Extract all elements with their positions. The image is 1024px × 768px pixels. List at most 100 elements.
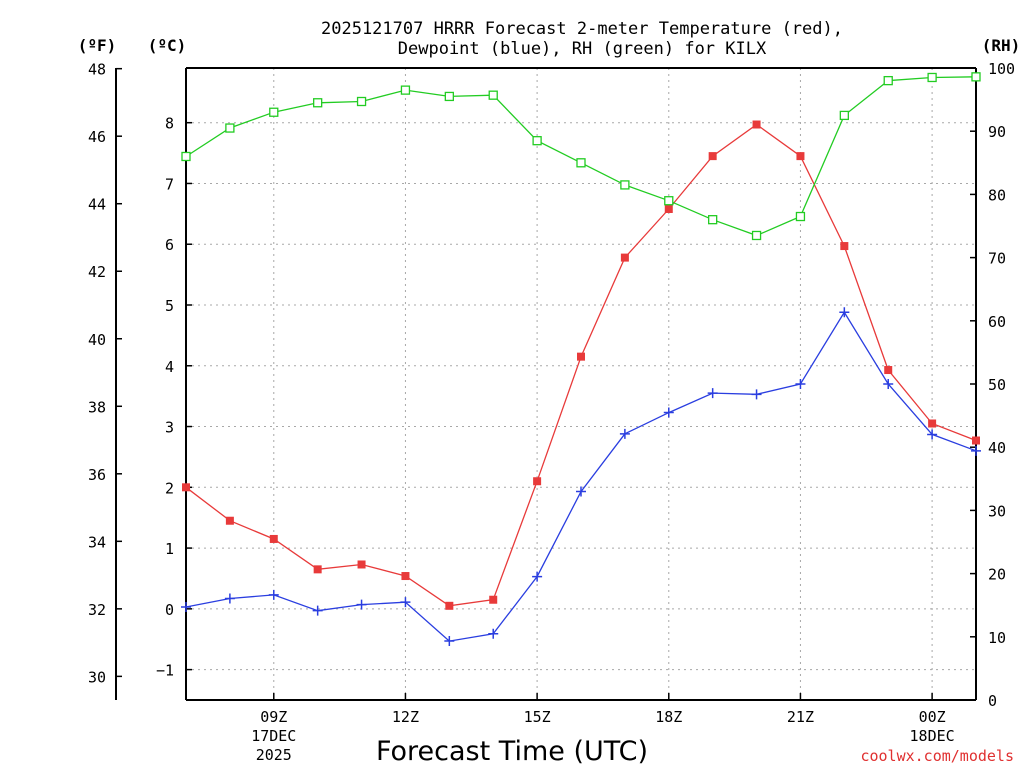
temperature-point: [752, 120, 761, 129]
rh-line: [185, 76, 977, 237]
dewpoint-point: [927, 429, 938, 440]
rh-point: [532, 136, 542, 146]
temperature-point: [445, 601, 454, 610]
rh-tick-label: 10: [988, 629, 1006, 647]
celsius-tick-label: 5: [165, 297, 174, 315]
rh-point: [313, 98, 323, 108]
dewpoint-point: [619, 428, 630, 439]
fahrenheit-tick-label: 40: [88, 331, 106, 349]
dewpoint-point: [268, 589, 279, 600]
fahrenheit-tick-label: 36: [88, 466, 106, 484]
rh-point: [488, 90, 498, 100]
rh-tick-label: 80: [988, 186, 1006, 204]
rh-tick-label: 90: [988, 123, 1006, 141]
dewpoint-point: [971, 445, 981, 456]
celsius-tick-label: 7: [165, 175, 174, 193]
celsius-tick-label: 8: [165, 115, 174, 133]
chart-title-line-2: Dewpoint (blue), RH (green) for KILX: [398, 39, 767, 59]
dewpoint-point: [312, 605, 323, 616]
dewpoint-point: [181, 602, 191, 613]
rh-point: [400, 85, 411, 95]
axes: 30323436384042444648−1012345678010203040…: [88, 60, 1015, 764]
x-tick-label: 12Z: [392, 708, 419, 726]
fahrenheit-tick-label: 46: [88, 128, 106, 146]
dewpoint-point: [576, 486, 586, 497]
x-tick-date-label: 17DEC: [251, 727, 296, 745]
rh-point: [620, 180, 630, 190]
rh-tick-label: 70: [988, 250, 1006, 268]
temperature-point: [928, 419, 937, 428]
temperature-point: [620, 253, 629, 262]
temperature-point: [489, 595, 498, 604]
dewpoint-point: [356, 599, 367, 610]
fahrenheit-unit-label: (ºF): [78, 36, 117, 55]
dewpoint-point: [444, 636, 455, 647]
celsius-tick-label: −1: [156, 662, 174, 680]
x-tick-label: 09Z: [260, 708, 287, 726]
temperature-point: [269, 534, 278, 543]
rh-point: [839, 110, 849, 121]
temperature-point: [313, 565, 322, 574]
x-axis-label: Forecast Time (UTC): [376, 736, 648, 767]
chart-title-line-1: 2025121707 HRRR Forecast 2-meter Tempera…: [321, 19, 843, 39]
temperature-point: [577, 352, 585, 361]
temperature-point: [533, 477, 542, 486]
rh-point: [751, 230, 762, 241]
celsius-tick-label: 2: [165, 479, 174, 497]
dewpoint-point: [839, 307, 850, 318]
dewpoint-point: [883, 379, 894, 389]
fahrenheit-tick-label: 42: [88, 263, 106, 281]
x-tick-label: 18Z: [655, 708, 682, 726]
rh-point: [225, 123, 235, 133]
fahrenheit-tick-label: 48: [88, 61, 106, 79]
x-tick-date-label: 18DEC: [910, 727, 955, 745]
rh-point: [664, 196, 674, 206]
rh-tick-label: 0: [988, 692, 997, 710]
temperature-point: [401, 572, 410, 581]
x-tick-label: 00Z: [919, 708, 946, 726]
celsius-tick-label: 1: [165, 540, 174, 558]
rh-tick-label: 40: [988, 439, 1006, 457]
rh-point: [181, 151, 191, 162]
dewpoint-point: [488, 628, 499, 639]
rh-point: [927, 72, 937, 83]
rh-tick-label: 60: [988, 313, 1006, 331]
temperature-point: [225, 516, 234, 525]
dewpoint-point: [663, 407, 674, 418]
x-tick-label: 15Z: [524, 708, 551, 726]
fahrenheit-tick-label: 34: [88, 533, 106, 551]
temperature-point: [884, 366, 893, 375]
rh-point: [576, 158, 586, 168]
rh-point: [795, 211, 806, 222]
fahrenheit-tick-label: 44: [88, 196, 106, 214]
rh-point: [971, 72, 981, 82]
rh-unit-label: (RH): [982, 36, 1021, 55]
celsius-tick-label: 4: [165, 358, 174, 376]
dewpoint-point: [224, 593, 235, 604]
rh-tick-label: 100: [988, 60, 1015, 78]
data-series: [181, 72, 981, 647]
credit-label: coolwx.com/models: [860, 747, 1014, 765]
dewpoint-point: [400, 597, 411, 608]
dewpoint-point: [707, 388, 718, 399]
temperature-line: [185, 123, 977, 607]
dewpoint-point: [795, 379, 806, 389]
temperature-point: [664, 204, 673, 213]
rh-point: [269, 107, 279, 117]
fahrenheit-tick-label: 30: [88, 668, 106, 686]
dewpoint-point: [532, 571, 543, 582]
temperature-point: [708, 152, 717, 161]
rh-tick-label: 20: [988, 566, 1006, 584]
rh-tick-label: 50: [988, 376, 1006, 394]
temperature-point: [182, 483, 190, 492]
fahrenheit-tick-label: 38: [88, 398, 106, 416]
temperature-point: [796, 152, 805, 161]
rh-point: [883, 75, 893, 86]
celsius-tick-label: 0: [165, 601, 174, 619]
x-tick-label: 21Z: [787, 708, 814, 726]
x-tick-year-label: 2025: [256, 746, 292, 764]
fahrenheit-tick-label: 32: [88, 601, 106, 619]
celsius-unit-label: (ºC): [148, 36, 187, 55]
celsius-tick-label: 3: [165, 419, 174, 437]
